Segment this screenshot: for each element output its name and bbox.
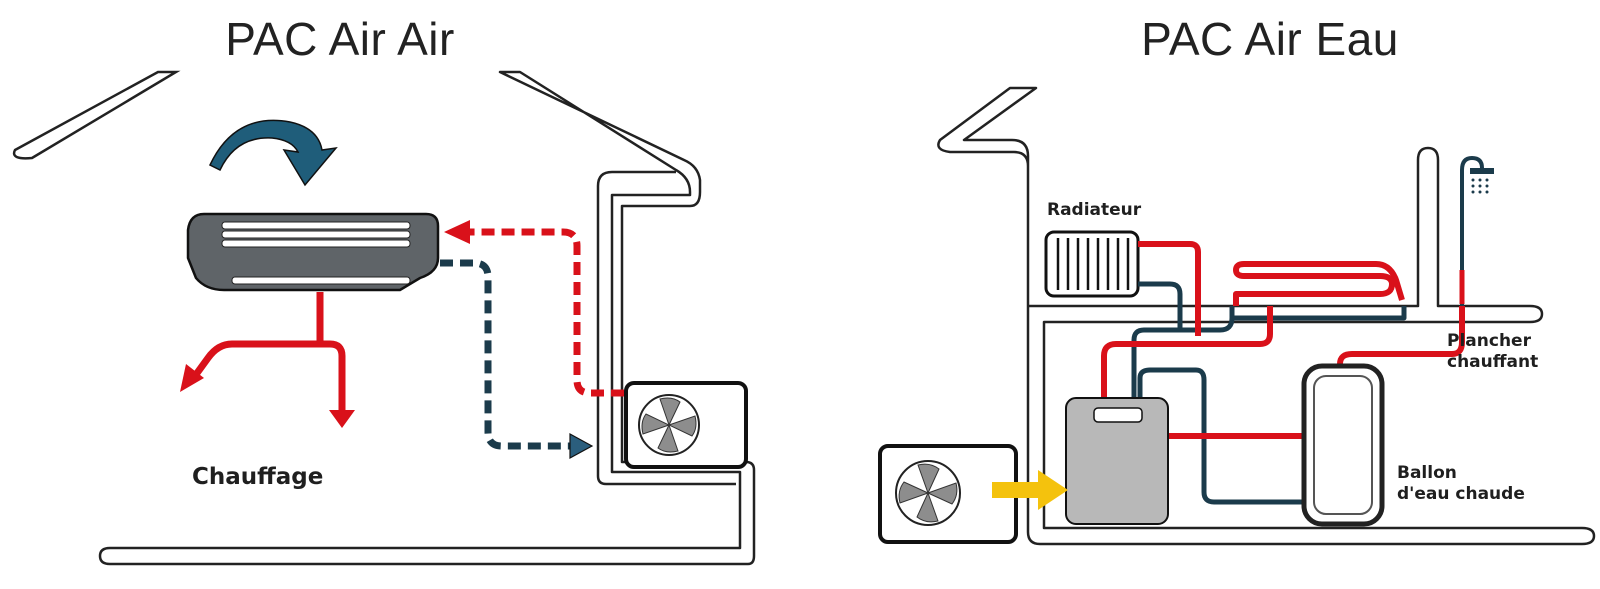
label-heating: Chauffage [192,464,324,490]
outdoor-unit-right [878,444,1018,544]
indoor-split-unit [186,212,440,292]
heating-output-arrows [180,292,355,428]
roof-left-stub [12,70,181,160]
label-floor-heating-line2: chauffant [1447,352,1539,373]
right-house [937,86,1596,546]
tank-to-shower-pipe [1337,306,1465,372]
radiator-icon [1044,230,1140,298]
radiator-supply-pipe [1138,241,1201,336]
label-tank-line2: d'eau chaude [1397,484,1525,505]
label-floor-heating: Plancher chauffant [1447,331,1538,374]
cold-refrigerant-line [440,259,574,450]
air-circulation-arrow [209,119,338,187]
heat-pipe-down [189,292,346,412]
right-house-outline [937,86,1596,546]
shower-pipe [1460,155,1484,306]
outdoor-unit-left [624,381,748,469]
rotation-arrow-icon [209,119,338,187]
indoor-unit-vent-bottom [231,276,411,285]
hydraulic-module-body [1065,397,1169,525]
shower [1459,155,1494,306]
panel-title-air-air: PAC Air Air [225,13,455,65]
shower-head-icon [1470,168,1494,174]
tank-outer [1301,363,1385,527]
heat-arrow-left-icon [180,364,204,392]
tank-inner [1313,375,1373,515]
cold-flow-arrow-icon [569,432,594,460]
wall-top-cap [596,170,676,187]
label-floor-heating-line1: Plancher [1447,331,1531,351]
fan-blades-icon-right [898,463,958,523]
label-hot-water-tank: Ballon d'eau chaude [1397,463,1525,506]
hydraulic-module [1065,397,1169,525]
hydraulic-module-display [1093,407,1143,423]
shower-water-icon [1471,178,1489,194]
roof-right-wall [98,70,756,566]
refrigerant-lines [440,220,624,460]
indoor-unit-vent-3 [221,239,411,248]
wall-inner-left [596,186,736,486]
panel-title-air-water: PAC Air Eau [1141,13,1399,65]
hot-flow-arrow-icon [444,220,470,244]
floor-heating-coil [1233,261,1405,306]
label-radiator: Radiateur [1047,200,1142,220]
radiator-return-pipe [1138,281,1183,330]
indoor-unit-vent-1 [221,221,411,230]
floor-coil-hot [1233,261,1405,306]
floor-return-pipe [1232,306,1407,321]
cold-pipes [1131,281,1407,505]
fan-blades-icon [641,397,697,453]
hot-water-tank [1301,363,1385,527]
label-tank-line1: Ballon [1397,463,1457,483]
hot-refrigerant-line [468,228,624,397]
heat-arrow-down-icon [329,410,355,428]
left-house [12,70,756,566]
boiler-supply-pipe [1101,306,1273,400]
upper-cold-pipe [1131,306,1235,400]
lower-cold-pipe [1137,367,1306,505]
indoor-unit-vent-2 [221,230,411,239]
air-flow-arrow-icon [992,470,1068,510]
